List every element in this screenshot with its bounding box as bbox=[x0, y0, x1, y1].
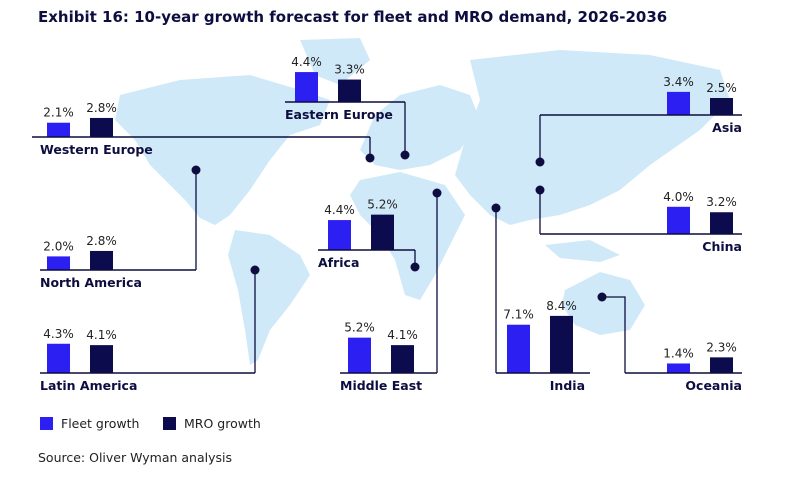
mro-value-label-india: 8.4% bbox=[546, 299, 577, 313]
mro-bar-middle-east bbox=[391, 345, 414, 373]
location-dot-india bbox=[491, 203, 501, 213]
location-dot-oceania bbox=[597, 292, 607, 302]
chart-title: Exhibit 16: 10-year growth forecast for … bbox=[38, 8, 668, 26]
location-dot-china bbox=[535, 185, 545, 195]
panel-eastern-europe: 4.4% 3.3% Eastern Europe bbox=[285, 55, 410, 160]
location-dot-latin-america bbox=[250, 265, 260, 275]
mro-bar-china bbox=[710, 212, 733, 234]
panel-india: 7.1% 8.4% India bbox=[491, 203, 590, 393]
mro-bar-africa bbox=[371, 214, 394, 250]
mro-value-label-africa: 5.2% bbox=[367, 198, 398, 212]
fleet-bar-china bbox=[667, 206, 690, 234]
panel-middle-east: 5.2% 4.1% Middle East bbox=[340, 188, 442, 393]
mro-value-label-oceania: 2.3% bbox=[706, 340, 737, 354]
region-label-eastern-europe: Eastern Europe bbox=[285, 107, 393, 122]
fleet-bar-north-america bbox=[47, 256, 70, 270]
legend-swatch-fleet bbox=[40, 417, 53, 430]
mro-bar-eastern-europe bbox=[338, 79, 361, 102]
fleet-value-label-oceania: 1.4% bbox=[663, 346, 694, 360]
mro-value-label-middle-east: 4.1% bbox=[387, 328, 418, 342]
world-map bbox=[115, 38, 730, 365]
region-label-asia: Asia bbox=[712, 120, 742, 135]
region-label-oceania: Oceania bbox=[685, 378, 742, 393]
panel-oceania: 1.4% 2.3% Oceania bbox=[597, 292, 742, 393]
connector-oceania bbox=[602, 296, 626, 373]
mro-value-label-asia: 2.5% bbox=[706, 81, 737, 95]
mro-value-label-china: 3.2% bbox=[706, 195, 737, 209]
region-label-china: China bbox=[702, 239, 742, 254]
fleet-value-label-india: 7.1% bbox=[503, 308, 534, 322]
legend-fleet: Fleet growth bbox=[40, 416, 139, 431]
source-note: Source: Oliver Wyman analysis bbox=[38, 450, 232, 465]
fleet-value-label-latin-america: 4.3% bbox=[43, 327, 74, 341]
panel-latin-america: 4.3% 4.1% Latin America bbox=[40, 265, 260, 393]
fleet-bar-oceania bbox=[667, 363, 690, 373]
fleet-value-label-eastern-europe: 4.4% bbox=[291, 55, 322, 69]
fleet-bar-eastern-europe bbox=[295, 72, 318, 102]
panel-africa: 4.4% 5.2% Africa bbox=[318, 198, 420, 272]
map-asia bbox=[455, 50, 730, 225]
location-dot-western-europe bbox=[365, 153, 375, 163]
location-dot-north-america bbox=[191, 165, 201, 175]
fleet-value-label-china: 4.0% bbox=[663, 190, 694, 204]
mro-bar-asia bbox=[710, 98, 733, 115]
region-label-india: India bbox=[550, 378, 585, 393]
legend-label-fleet: Fleet growth bbox=[61, 416, 140, 431]
legend-label-mro: MRO growth bbox=[184, 416, 261, 431]
fleet-value-label-africa: 4.4% bbox=[324, 203, 355, 217]
region-label-middle-east: Middle East bbox=[340, 378, 422, 393]
fleet-bar-asia bbox=[667, 91, 690, 115]
fleet-bar-india bbox=[507, 324, 530, 373]
fleet-value-label-middle-east: 5.2% bbox=[344, 321, 375, 335]
mro-bar-latin-america bbox=[90, 345, 113, 373]
panel-asia: 3.4% 2.5% Asia bbox=[535, 75, 742, 167]
map-australia bbox=[562, 272, 645, 335]
location-dot-africa bbox=[410, 262, 420, 272]
region-label-africa: Africa bbox=[318, 255, 359, 270]
mro-value-label-latin-america: 4.1% bbox=[86, 328, 117, 342]
mro-value-label-western-europe: 2.8% bbox=[86, 101, 117, 115]
fleet-bar-western-europe bbox=[47, 122, 70, 137]
location-dot-asia bbox=[535, 157, 545, 167]
mro-bar-oceania bbox=[710, 357, 733, 373]
fleet-value-label-asia: 3.4% bbox=[663, 75, 694, 89]
region-label-north-america: North America bbox=[40, 275, 142, 290]
map-indonesia bbox=[545, 240, 620, 262]
region-label-latin-america: Latin America bbox=[40, 378, 137, 393]
panel-north-america: 2.0% 2.8% North America bbox=[40, 165, 201, 290]
fleet-value-label-western-europe: 2.1% bbox=[43, 106, 74, 120]
map-europe bbox=[360, 85, 480, 170]
location-dot-eastern-europe bbox=[400, 150, 410, 160]
legend-swatch-mro bbox=[163, 417, 176, 430]
fleet-value-label-north-america: 2.0% bbox=[43, 239, 74, 253]
fleet-bar-africa bbox=[328, 220, 351, 250]
mro-value-label-north-america: 2.8% bbox=[86, 234, 117, 248]
map-south-america bbox=[228, 230, 310, 365]
mro-value-label-eastern-europe: 3.3% bbox=[334, 63, 365, 77]
map-africa bbox=[350, 172, 465, 300]
location-dot-middle-east bbox=[432, 188, 442, 198]
mro-bar-western-europe bbox=[90, 117, 113, 137]
fleet-bar-latin-america bbox=[47, 343, 70, 373]
mro-bar-india bbox=[550, 315, 573, 373]
fleet-bar-middle-east bbox=[348, 337, 371, 373]
map-north-america bbox=[115, 75, 330, 225]
mro-bar-north-america bbox=[90, 250, 113, 270]
panel-western-europe: 2.1% 2.8% Western Europe bbox=[32, 101, 375, 163]
legend-mro: MRO growth bbox=[163, 416, 261, 431]
panel-china: 4.0% 3.2% China bbox=[535, 185, 742, 254]
region-label-western-europe: Western Europe bbox=[40, 142, 153, 157]
